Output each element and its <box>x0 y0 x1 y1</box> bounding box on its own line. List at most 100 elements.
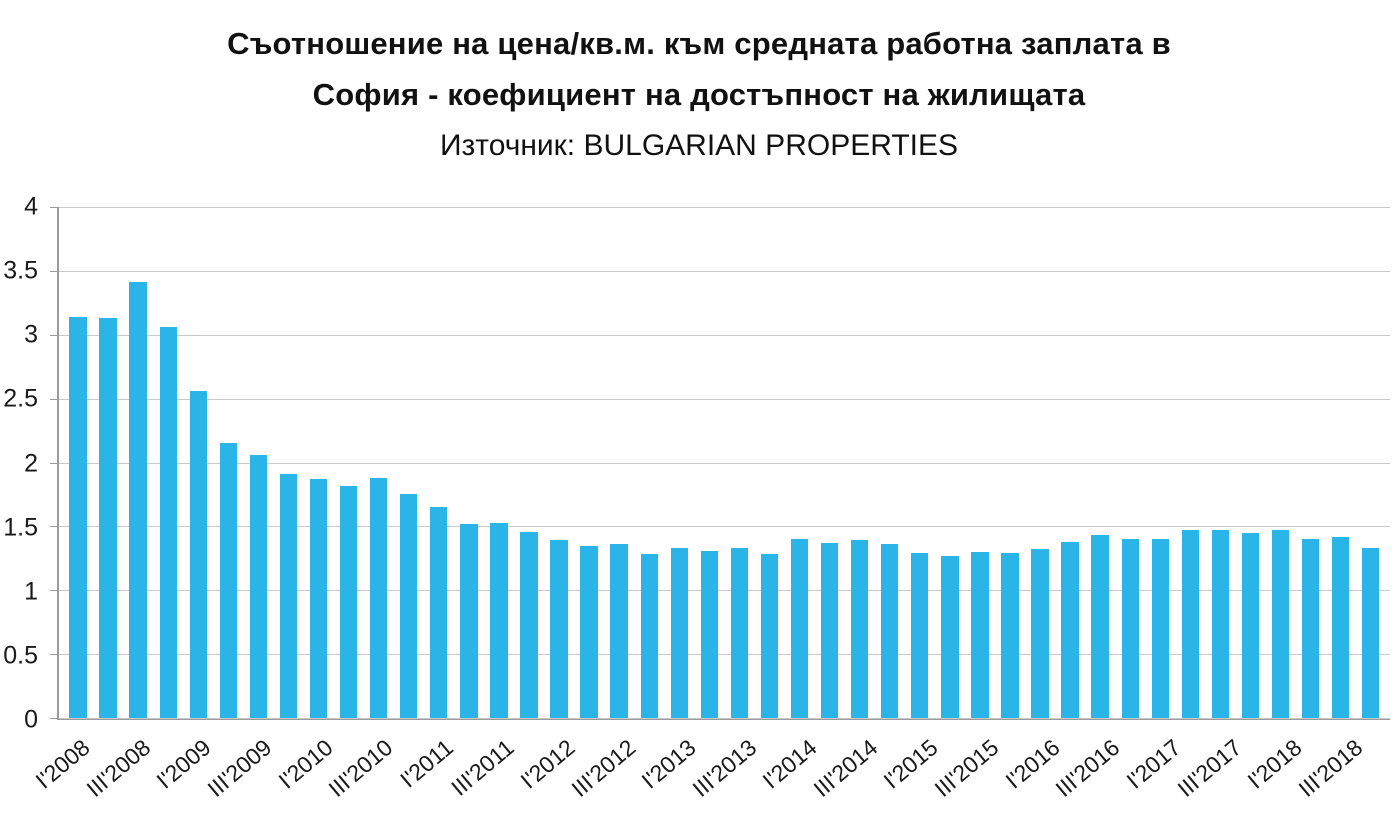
bar-slot <box>183 207 213 718</box>
bar-III'2009 <box>249 454 268 718</box>
bar-slot <box>995 207 1025 718</box>
bar-IV'2014 <box>881 544 899 718</box>
x-tick-label: III'2016 <box>1050 734 1125 802</box>
x-tick-label: III'2013 <box>687 734 762 802</box>
bar-slot <box>394 207 424 718</box>
bar-slot <box>514 207 544 718</box>
bar-I'2011 <box>430 507 448 718</box>
chart-area: 0 0.5 1 1.5 2 2.5 3 3.5 4 I'2008 III'2008 I'2009 II… <box>3 193 1390 802</box>
chart-title-line1: Съотношение на цена/кв.м. към средната р… <box>227 26 1171 61</box>
gridline <box>59 334 1390 336</box>
bar-slot <box>694 207 724 718</box>
chart-header: Съотношение на цена/кв.м. към средната р… <box>0 18 1398 171</box>
bar-IV'2010 <box>400 494 418 718</box>
bar-slot <box>243 207 273 718</box>
bar-IV'2013 <box>760 554 779 718</box>
chart-title-line2: София - коефициент на достъпност на жили… <box>312 77 1086 112</box>
bar-slot <box>1145 207 1175 718</box>
bar-II'2008 <box>99 318 117 718</box>
y-tick-label: 4 <box>24 192 38 221</box>
bar-slot <box>153 207 183 718</box>
bar-slot <box>1205 207 1235 718</box>
bar-I'2018 <box>1271 530 1290 718</box>
y-tick-label: 1.5 <box>3 513 38 542</box>
bar-II'2016 <box>1061 541 1079 718</box>
y-tick-label: 2 <box>24 449 38 477</box>
bar-I'2012 <box>550 540 568 718</box>
x-tick-label: III'2018 <box>1293 734 1368 802</box>
x-tick-label: III'2015 <box>929 734 1004 802</box>
bar-slot <box>1266 207 1296 718</box>
bar-slot <box>364 207 394 718</box>
bar-IV'2011 <box>520 531 538 718</box>
bar-III'2008 <box>129 282 147 718</box>
bar-slot <box>905 207 935 718</box>
bar-II'2018 <box>1301 539 1320 718</box>
bar-III'2014 <box>850 540 869 718</box>
bar-III'2011 <box>490 522 508 718</box>
x-tick-label: III'2009 <box>202 734 277 802</box>
bar-slot <box>875 207 905 718</box>
y-axis: 0 0.5 1 1.5 2 2.5 3 3.5 4 <box>0 193 44 734</box>
y-tick-mark <box>50 270 59 272</box>
bar-III'2010 <box>369 477 388 718</box>
chart-subtitle: Източник: BULGARIAN PROPERTIES <box>439 129 959 162</box>
bar-IV'2018 <box>1362 548 1380 718</box>
gridline <box>59 398 1390 400</box>
bar-slot <box>754 207 784 718</box>
bar-I'2016 <box>1031 549 1049 718</box>
y-tick-mark <box>50 590 59 592</box>
bar-slot <box>785 207 815 718</box>
bar-II'2009 <box>219 443 238 718</box>
bar-IV'2017 <box>1241 532 1260 718</box>
bar-slot <box>544 207 574 718</box>
gridline <box>59 526 1390 528</box>
bar-I'2015 <box>911 553 929 718</box>
y-tick-label: 0.5 <box>3 641 38 670</box>
gridline <box>59 462 1390 464</box>
bar-slot <box>604 207 634 718</box>
bar-slot <box>574 207 604 718</box>
bar-slot <box>63 207 93 718</box>
bar-III'2015 <box>971 551 989 718</box>
bar-III'2012 <box>610 544 628 718</box>
bar-slot <box>424 207 454 718</box>
x-tick-label: III'2011 <box>446 734 519 801</box>
bar-slot <box>304 207 334 718</box>
bar-III'2013 <box>730 548 749 718</box>
bar-slot <box>634 207 664 718</box>
bar-slot <box>334 207 364 718</box>
y-tick-mark <box>50 207 59 208</box>
bar-slot <box>815 207 845 718</box>
bar-slot <box>724 207 754 718</box>
y-tick-label: 3.5 <box>3 256 38 285</box>
bar-slot <box>1326 207 1356 718</box>
x-tick-label: III'2010 <box>323 734 398 802</box>
gridline <box>59 270 1390 272</box>
bar-III'2017 <box>1211 530 1230 718</box>
bar-slot <box>123 207 153 718</box>
bar-slot <box>93 207 123 718</box>
y-tick-label: 0 <box>24 705 38 734</box>
bar-II'2017 <box>1181 530 1200 718</box>
bar-slot <box>454 207 484 718</box>
bar-I'2009 <box>189 390 207 718</box>
bar-II'2010 <box>339 485 358 718</box>
bar-I'2013 <box>670 548 688 718</box>
bar-slot <box>1356 207 1386 718</box>
y-tick-mark <box>50 398 59 400</box>
bar-slot <box>935 207 965 718</box>
bar-I'2008 <box>69 316 87 718</box>
bar-IV'2012 <box>640 554 658 718</box>
bar-slot <box>1115 207 1145 718</box>
x-axis: I'2008 III'2008 I'2009 III'2009 I'2010 III'20… <box>31 720 1390 830</box>
bar-slot <box>664 207 694 718</box>
bar-II'2015 <box>941 555 959 718</box>
x-tick-label: III'2012 <box>566 734 641 802</box>
gridline <box>59 207 1390 208</box>
bar-slot <box>1025 207 1055 718</box>
bar-slot <box>845 207 875 718</box>
gridline <box>59 718 1390 719</box>
x-tick-label: III'2017 <box>1172 734 1247 802</box>
bar-slot <box>1085 207 1115 718</box>
